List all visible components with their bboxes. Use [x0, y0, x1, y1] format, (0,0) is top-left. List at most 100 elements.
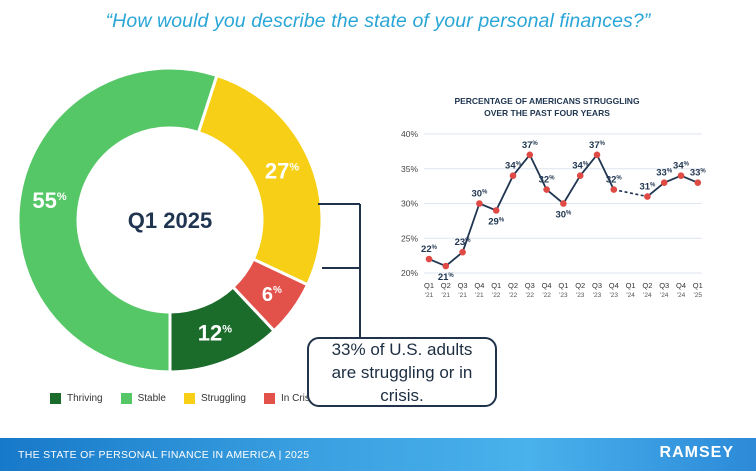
x-tick-year: '22 — [542, 292, 551, 299]
x-tick-label: Q2 — [441, 281, 451, 290]
x-tick-year: '24 — [626, 292, 635, 299]
series-line — [646, 181, 665, 198]
x-tick-year: '21 — [425, 292, 434, 299]
data-point — [677, 172, 685, 179]
x-tick-year: '23 — [576, 292, 585, 299]
x-tick-year: '23 — [559, 292, 568, 299]
series-line — [596, 154, 615, 190]
x-tick-year: '21 — [442, 292, 451, 299]
legend-swatch-struggling — [183, 393, 195, 404]
legend-swatch-in-crisis — [263, 393, 275, 404]
series-line-dashed — [613, 188, 648, 198]
data-label: 33% — [656, 168, 673, 179]
x-tick-label: Q4 — [609, 281, 619, 290]
data-label: 33% — [690, 168, 707, 179]
x-tick-label: Q2 — [642, 281, 652, 290]
x-tick-year: '24 — [643, 292, 652, 299]
line-chart-subtitle: OVER THE PAST FOUR YEARS — [484, 108, 610, 118]
data-point — [509, 172, 517, 179]
x-tick-label: Q3 — [592, 281, 602, 290]
data-label: 32% — [539, 175, 556, 186]
ramsey-logo: RAMSEY — [659, 444, 734, 461]
legend-item-in-crisis: In Crisis — [263, 393, 318, 404]
x-tick-label: Q4 — [676, 281, 686, 290]
data-label: 32% — [606, 175, 623, 186]
footer-title: THE STATE OF PERSONAL FINANCE IN AMERICA… — [18, 449, 310, 461]
data-label: 34% — [673, 161, 690, 172]
donut-slice-stable — [16, 66, 219, 374]
series-line — [546, 188, 564, 205]
data-point — [576, 172, 584, 179]
series-line — [445, 251, 464, 267]
x-tick-year: '23 — [593, 292, 602, 299]
x-tick-label: Q1 — [693, 281, 703, 290]
data-label: 30% — [555, 210, 572, 221]
x-tick-year: '22 — [526, 292, 535, 299]
data-point — [694, 179, 702, 186]
data-point — [543, 186, 550, 193]
data-point — [442, 262, 450, 270]
legend-swatch-thriving — [50, 393, 61, 404]
y-tick-label: 35% — [401, 164, 418, 174]
callout-text: 33% of U.S. adults are struggling or in … — [331, 339, 473, 405]
series-line — [562, 175, 581, 204]
headline: “How would you describe the state of you… — [105, 10, 651, 32]
data-point — [610, 186, 618, 193]
legend-label-in-crisis: In Crisis — [280, 393, 318, 404]
footer-bar: THE STATE OF PERSONAL FINANCE IN AMERICA… — [0, 438, 756, 471]
data-label: 34% — [505, 161, 522, 172]
x-tick-year: '25 — [694, 292, 703, 299]
series-line — [512, 154, 531, 177]
data-point — [476, 200, 483, 207]
data-label: 22% — [421, 244, 438, 255]
data-label: 37% — [589, 140, 606, 151]
y-tick-label: 20% — [401, 268, 418, 278]
x-tick-label: Q1 — [626, 281, 636, 290]
x-tick-label: Q2 — [575, 281, 585, 290]
x-tick-year: '21 — [458, 292, 467, 299]
data-label: 34% — [572, 161, 589, 172]
legend-label-thriving: Thriving — [67, 393, 103, 404]
data-label: 30% — [471, 189, 488, 200]
y-tick-label: 30% — [401, 199, 418, 209]
legend-item-stable: Stable — [120, 393, 166, 404]
data-label: 21% — [438, 272, 455, 283]
x-tick-label: Q3 — [659, 281, 669, 290]
legend-label-stable: Stable — [137, 393, 166, 404]
callout-box: 33% of U.S. adults are struggling or in … — [307, 337, 497, 407]
y-tick-label: 25% — [401, 233, 418, 243]
x-tick-year: '21 — [475, 292, 484, 299]
x-tick-label: Q3 — [525, 281, 535, 290]
x-tick-year: '24 — [677, 292, 686, 299]
x-tick-year: '24 — [660, 292, 669, 299]
series-line — [579, 154, 598, 177]
x-tick-label: Q3 — [458, 281, 468, 290]
series-line — [528, 154, 548, 190]
data-point — [526, 151, 534, 159]
x-tick-label: Q4 — [542, 281, 552, 290]
x-tick-year: '22 — [492, 292, 501, 299]
x-tick-label: Q1 — [491, 281, 501, 290]
data-label: 31% — [639, 182, 656, 193]
legend-swatch-stable — [120, 393, 132, 404]
data-label: 37% — [522, 140, 539, 151]
x-tick-label: Q4 — [474, 281, 484, 290]
data-point — [560, 200, 567, 207]
series-line — [461, 203, 481, 253]
y-tick-label: 40% — [401, 129, 418, 139]
data-point — [593, 151, 601, 159]
x-tick-label: Q1 — [558, 281, 568, 290]
legend-item-thriving: Thriving — [50, 393, 103, 404]
donut-slice-struggling — [196, 73, 324, 287]
data-point — [425, 255, 433, 263]
line-chart-title: PERCENTAGE OF AMERICANS STRUGGLING — [454, 96, 640, 106]
x-tick-year: '23 — [610, 292, 619, 299]
donut-legend: Thriving Stable Struggling In Crisis — [50, 393, 317, 404]
data-point — [660, 179, 668, 186]
series-line — [495, 175, 514, 211]
x-tick-label: Q2 — [508, 281, 518, 290]
data-label: 23% — [455, 237, 472, 248]
data-label: 29% — [488, 216, 505, 227]
x-tick-year: '22 — [509, 292, 518, 299]
